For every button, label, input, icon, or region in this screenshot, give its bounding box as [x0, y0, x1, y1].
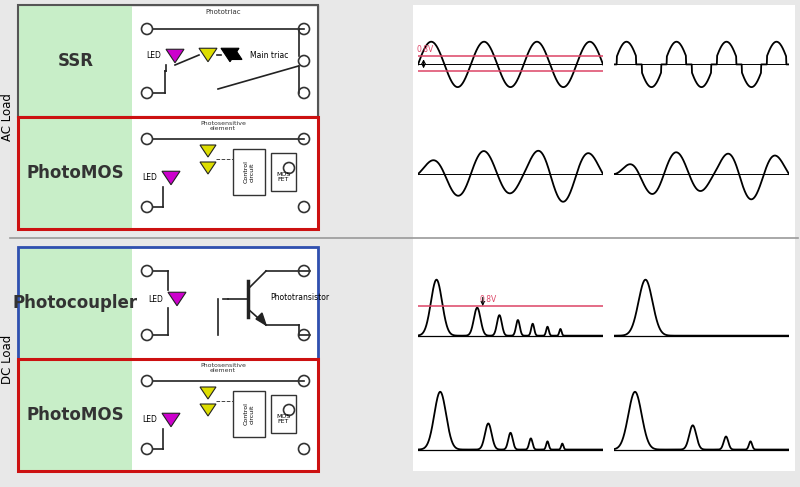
Polygon shape: [162, 413, 180, 427]
Polygon shape: [200, 162, 216, 174]
Bar: [19, 6, 132, 116]
Text: element: element: [210, 126, 236, 131]
Text: element: element: [210, 368, 236, 373]
Text: AC Load: AC Load: [2, 93, 14, 141]
Polygon shape: [256, 313, 266, 325]
Text: Phototriac: Phototriac: [205, 9, 241, 15]
Text: DC Load: DC Load: [2, 335, 14, 384]
Text: PhotoMOS: PhotoMOS: [26, 406, 124, 424]
Polygon shape: [166, 49, 184, 63]
Bar: [413, 5, 795, 471]
Polygon shape: [200, 145, 216, 157]
Polygon shape: [200, 387, 216, 399]
Bar: [233, 391, 265, 437]
Text: Main triac: Main triac: [250, 51, 288, 59]
Bar: [271, 153, 296, 191]
Bar: [19, 118, 132, 228]
Polygon shape: [168, 292, 186, 306]
Polygon shape: [230, 51, 242, 59]
Text: Phototransistor: Phototransistor: [270, 293, 329, 301]
Bar: [18, 247, 318, 471]
Polygon shape: [221, 48, 239, 62]
Bar: [18, 247, 318, 471]
Text: LED: LED: [148, 295, 163, 303]
Bar: [233, 149, 265, 195]
Text: Control
circuit: Control circuit: [243, 161, 254, 184]
Text: LED: LED: [142, 173, 157, 183]
Bar: [18, 359, 318, 471]
Bar: [18, 5, 318, 229]
Text: MOS
FET: MOS FET: [276, 171, 290, 183]
Polygon shape: [162, 171, 180, 185]
Bar: [19, 248, 132, 358]
Polygon shape: [200, 404, 216, 416]
Text: 0.8V: 0.8V: [416, 45, 434, 54]
Bar: [19, 360, 132, 470]
Bar: [271, 395, 296, 433]
Text: Control
circuit: Control circuit: [243, 403, 254, 426]
Text: Photosensitive: Photosensitive: [200, 363, 246, 368]
Bar: [18, 247, 318, 359]
Text: 0.8V: 0.8V: [479, 295, 496, 304]
Polygon shape: [199, 48, 217, 62]
Text: Photosensitive: Photosensitive: [200, 121, 246, 126]
Text: Photocoupler: Photocoupler: [13, 294, 138, 312]
Text: PhotoMOS: PhotoMOS: [26, 164, 124, 182]
Text: LED: LED: [142, 415, 157, 425]
Text: MOS
FET: MOS FET: [276, 413, 290, 424]
Text: LED: LED: [146, 52, 161, 60]
Text: SSR: SSR: [58, 52, 94, 70]
Bar: [18, 5, 318, 229]
Bar: [18, 5, 318, 117]
Bar: [18, 117, 318, 229]
